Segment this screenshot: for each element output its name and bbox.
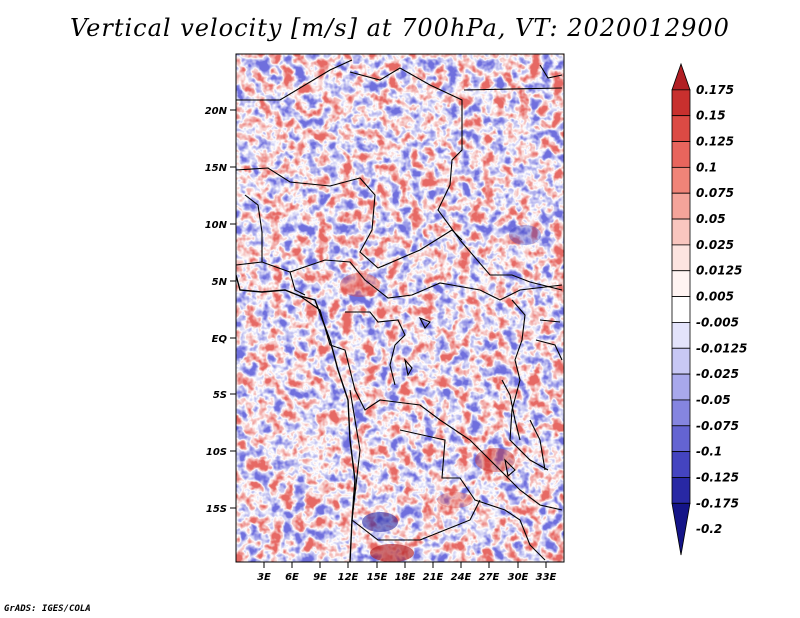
colorbar-label: -0.175 [696,496,739,510]
lon-label: 27E [479,572,500,583]
colorbar-swatch [671,270,691,297]
lat-label: 10N [205,220,228,231]
colorbar: 0.175 0.15 0.125 0.1 0.075 0.05 0.025 0.0125 0.0… [671,62,747,556]
colorbar-swatch [671,322,691,349]
colorbar-swatch [671,451,691,478]
colorbar-swatch [671,425,691,453]
lon-ticks [263,562,547,568]
lat-label: EQ [212,334,228,345]
colorbar-swatch [671,141,691,168]
lat-ticks [230,109,236,509]
colorbar-label: -0.05 [696,393,731,407]
colorbar-swatch [671,373,691,401]
colorbar-swatch [671,218,691,246]
colorbar-label: 0.1 [696,160,717,174]
colorbar-label: 0.125 [696,135,734,149]
velocity-field [236,54,564,562]
colorbar-label: -0.0125 [696,341,747,355]
colorbar-swatch [671,192,691,220]
colorbar-swatch [671,347,691,375]
lon-label: 30E [508,572,529,583]
lon-label: 18E [395,572,416,583]
colorbar-swatch [671,477,691,504]
lon-label: 6E [285,572,299,583]
colorbar-label: 0.15 [696,109,726,123]
map-frame [235,53,565,563]
lon-label: 24E [451,572,472,583]
colorbar-swatch [671,399,691,427]
lon-label: 33E [536,572,557,583]
lon-label: 3E [257,572,271,583]
lon-label: 9E [313,572,327,583]
colorbar-label: -0.075 [696,419,739,433]
lat-label: 15N [205,163,228,174]
colorbar-label: 0.025 [696,238,734,252]
colorbar-arrow-top [671,62,691,91]
lat-label: 15S [206,504,227,515]
colorbar-label: 0.175 [696,83,734,97]
colorbar-label: 0.005 [696,290,734,304]
lat-label: 5S [213,390,227,401]
lat-label: 10S [206,447,227,458]
colorbar-swatch [671,89,691,117]
lat-label: 20N [205,106,228,117]
colorbar-arrow-bottom [671,502,691,556]
colorbar-label: 0.075 [696,186,734,200]
colorbar-label: -0.2 [696,522,722,536]
lon-label: 15E [367,572,388,583]
plot-title: Vertical velocity [m/s] at 700hPa, VT: 2… [70,14,730,42]
lon-label: 21E [423,572,444,583]
colorbar-label: -0.1 [696,445,722,459]
colorbar-swatch [671,244,691,272]
credit-text: GrADS: IGES/COLA [4,604,91,614]
country-borders [236,59,563,562]
colorbar-label: -0.025 [696,367,739,381]
lat-label: 5N [212,277,228,288]
colorbar-label: -0.125 [696,470,739,484]
colorbar-swatch [671,166,691,194]
colorbar-swatch [671,115,691,142]
colorbar-swatch [671,296,691,323]
colorbar-label: 0.05 [696,212,726,226]
lon-label: 12E [338,572,359,583]
colorbar-label: 0.0125 [696,264,742,278]
colorbar-label: -0.005 [696,315,739,329]
